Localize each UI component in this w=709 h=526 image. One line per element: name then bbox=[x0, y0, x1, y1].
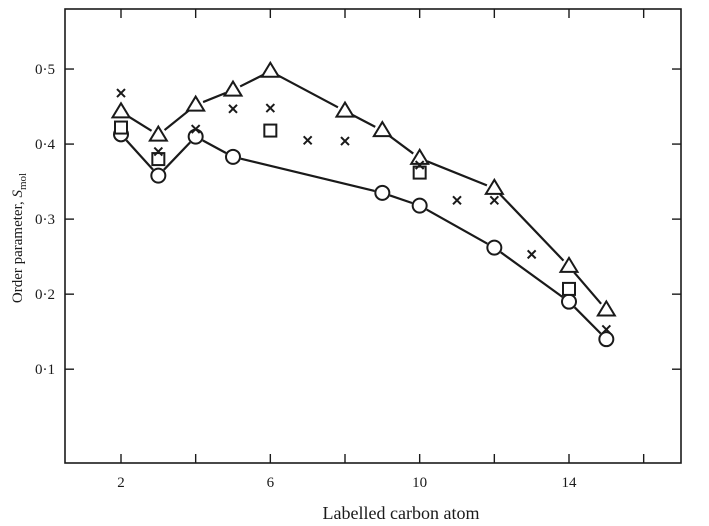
circle-marker bbox=[486, 239, 503, 256]
square-marker bbox=[151, 152, 166, 167]
series-line-triangle bbox=[499, 193, 565, 262]
cross-marker bbox=[340, 136, 350, 146]
x-axis-label: Labelled carbon atom bbox=[323, 503, 480, 523]
cross-marker bbox=[228, 104, 238, 114]
y-axis-label-symbol: S bbox=[10, 190, 26, 198]
cross-marker bbox=[489, 195, 500, 206]
series-line-triangle bbox=[202, 92, 226, 104]
triangle-marker bbox=[185, 94, 206, 112]
circle-marker bbox=[374, 184, 391, 201]
triangle-marker bbox=[372, 120, 393, 138]
circle-marker bbox=[187, 128, 204, 145]
series-line-triangle bbox=[239, 73, 264, 88]
triangle-marker bbox=[260, 60, 281, 78]
y-tick-label: 0·1 bbox=[35, 362, 55, 378]
triangle-marker bbox=[558, 255, 580, 273]
square-marker bbox=[412, 165, 427, 180]
circle-marker bbox=[411, 197, 428, 214]
series-line-circle bbox=[202, 139, 227, 154]
plot-frame bbox=[64, 8, 682, 464]
series-line-triangle bbox=[351, 113, 376, 128]
circle-marker bbox=[225, 148, 241, 165]
series-line-circle bbox=[163, 141, 191, 171]
series-line-circle bbox=[573, 306, 602, 335]
series-line-circle bbox=[240, 157, 375, 193]
y-tick-label: 0·4 bbox=[35, 137, 55, 153]
cross-marker bbox=[153, 146, 164, 157]
series-line-triangle bbox=[163, 109, 191, 131]
triangle-marker bbox=[596, 299, 617, 317]
cross-marker bbox=[116, 88, 126, 98]
y-axis-label: Order parameter, Smol bbox=[10, 173, 29, 303]
x-tick-label: 10 bbox=[412, 475, 427, 491]
data-markers bbox=[110, 60, 617, 348]
cross-marker bbox=[526, 249, 537, 260]
cross-marker bbox=[601, 324, 612, 335]
triangle-marker bbox=[148, 124, 169, 142]
series-line-triangle bbox=[127, 115, 153, 132]
x-tick-label: 6 bbox=[267, 475, 275, 491]
series-line-triangle bbox=[388, 134, 414, 155]
y-tick-label: 0·5 bbox=[35, 62, 55, 78]
cross-marker bbox=[414, 160, 425, 170]
series-line-circle bbox=[500, 251, 564, 298]
series-line-triangle bbox=[573, 271, 602, 305]
series-line-circle bbox=[389, 194, 413, 205]
series-line-triangle bbox=[426, 160, 488, 187]
square-marker bbox=[114, 120, 128, 135]
triangle-marker bbox=[334, 100, 356, 118]
triangle-marker bbox=[409, 147, 430, 165]
series-lines bbox=[125, 73, 602, 335]
x-tick-label: 14 bbox=[562, 475, 578, 491]
tick-labels: 2 6 10 14 0·1 0·2 0·3 0·4 0·5 bbox=[35, 62, 577, 491]
circle-marker bbox=[561, 293, 577, 310]
plot-border bbox=[64, 8, 682, 464]
series-line-circle bbox=[426, 208, 488, 245]
y-tick-label: 0·2 bbox=[35, 287, 55, 303]
series-line-circle bbox=[125, 139, 154, 171]
cross-marker bbox=[265, 103, 276, 113]
triangle-marker bbox=[110, 101, 132, 119]
series-line-triangle bbox=[276, 74, 339, 109]
axis-ticks bbox=[65, 9, 681, 463]
y-tick-label: 0·3 bbox=[35, 212, 55, 228]
square-marker bbox=[562, 281, 576, 296]
cross-marker bbox=[452, 195, 462, 206]
cross-marker bbox=[302, 135, 313, 146]
triangle-marker bbox=[484, 177, 505, 195]
cross-marker bbox=[190, 124, 201, 134]
square-marker bbox=[263, 123, 278, 138]
y-axis-label-text: Order parameter, bbox=[10, 198, 26, 304]
triangle-marker bbox=[222, 79, 244, 97]
circle-marker bbox=[150, 167, 167, 184]
y-axis-label-subscript: mol bbox=[17, 173, 29, 190]
circle-marker bbox=[598, 331, 615, 348]
x-tick-label: 2 bbox=[117, 475, 125, 491]
